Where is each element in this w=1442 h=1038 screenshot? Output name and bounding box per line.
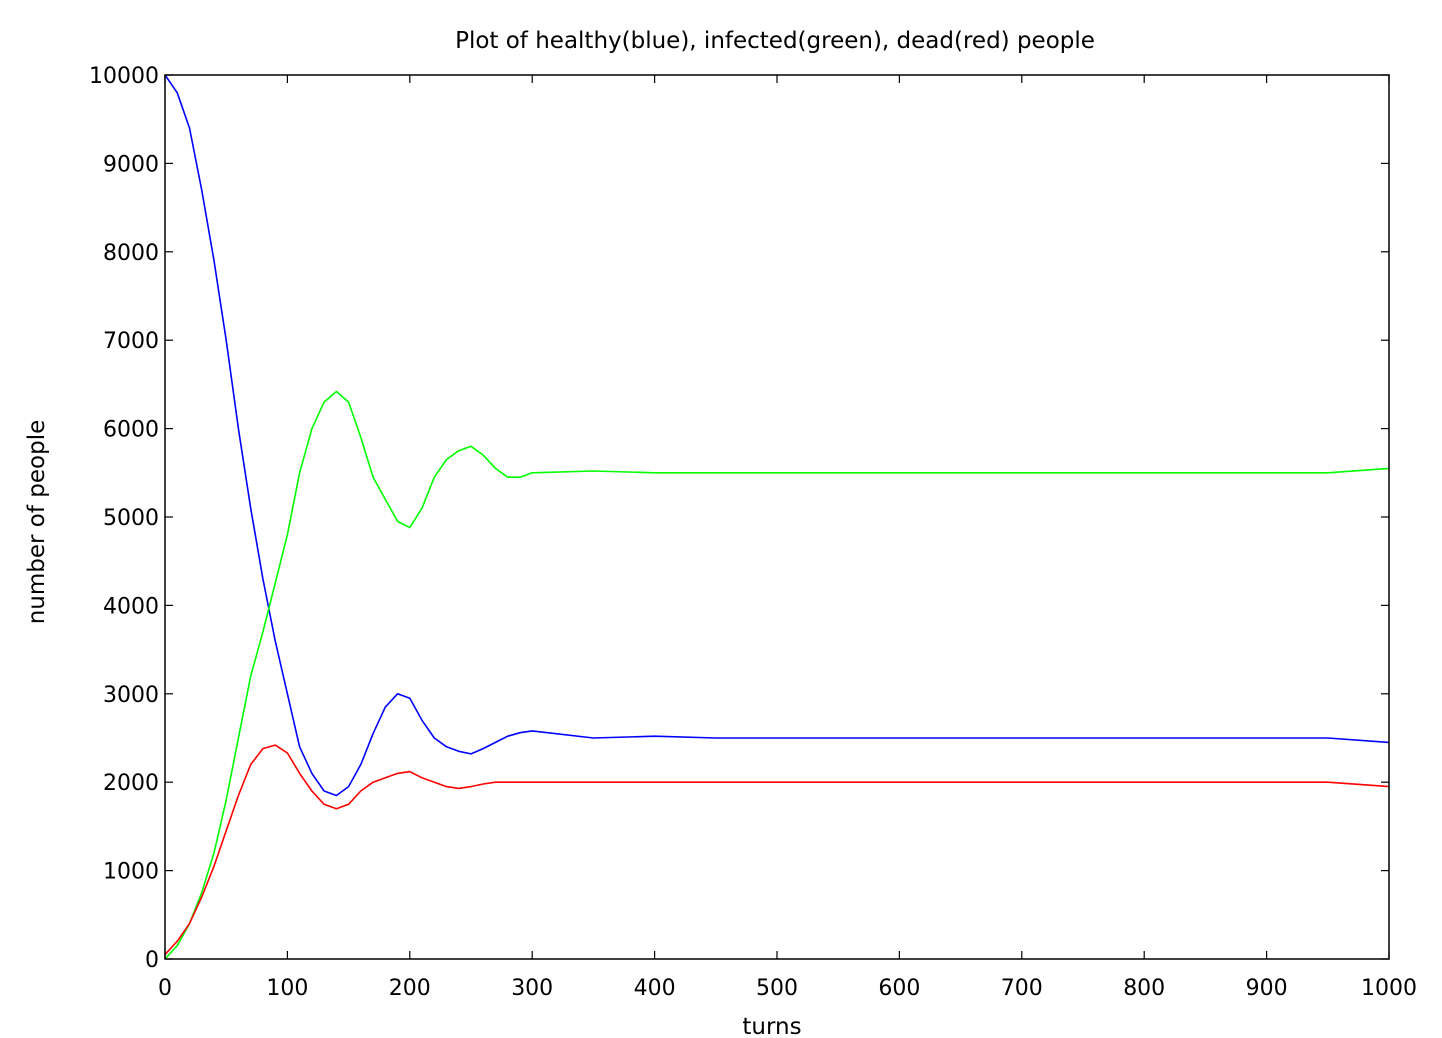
x-tick-label: 100 (266, 976, 308, 1001)
y-tick-label: 4000 (103, 594, 159, 619)
ticks-layer: 0 100 200 300 400 500 600 700 800 900 100001000200… (89, 64, 1417, 1001)
y-tick-label: 5000 (103, 506, 159, 531)
series-line-2 (164, 744, 1390, 956)
x-tick-label: 300 (511, 976, 553, 1001)
y-tick-label: 9000 (103, 152, 159, 177)
y-tick-label: 6000 (103, 418, 159, 443)
y-tick-label: 2000 (103, 771, 159, 796)
x-tick-label: 1000 (1361, 976, 1417, 1001)
plot-frame (164, 74, 1390, 960)
x-tick-label: 600 (878, 976, 920, 1001)
x-tick-label: 900 (1246, 976, 1288, 1001)
y-tick-label: 0 (145, 948, 159, 973)
y-tick-label: 1000 (103, 860, 159, 885)
series-line-1 (164, 390, 1390, 960)
x-tick-label: 0 (158, 976, 172, 1001)
y-axis-label: number of people (24, 420, 50, 625)
x-tick-label: 700 (1001, 976, 1043, 1001)
x-tick-label: 800 (1123, 976, 1165, 1001)
y-tick-label: 3000 (103, 683, 159, 708)
x-axis-label: turns (742, 1014, 801, 1038)
y-tick-label: 7000 (103, 329, 159, 354)
y-tick-label: 8000 (103, 241, 159, 266)
x-tick-label: 400 (634, 976, 676, 1001)
x-tick-label: 500 (756, 976, 798, 1001)
x-tick-label: 200 (389, 976, 431, 1001)
chart-title: Plot of healthy(blue), infected(green), … (455, 28, 1095, 54)
y-tick-label: 10000 (89, 64, 159, 89)
series-line-0 (164, 74, 1390, 797)
series-layer (164, 74, 1390, 960)
